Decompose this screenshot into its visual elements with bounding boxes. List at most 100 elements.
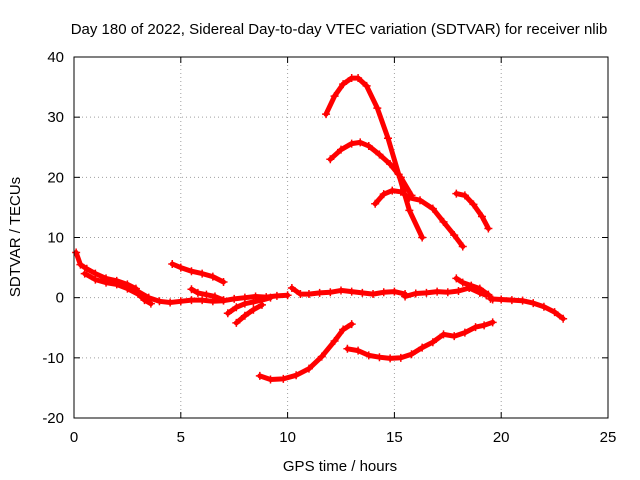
data-point-marker [458, 278, 467, 287]
data-point-marker [477, 212, 486, 221]
data-point-marker [443, 288, 452, 297]
data-point-marker [208, 272, 217, 281]
data-point-marker [187, 267, 196, 276]
data-point-marker [418, 343, 427, 352]
series-arc-2 [80, 269, 155, 308]
data-point-marker [232, 318, 241, 327]
data-point-marker [379, 190, 388, 199]
data-point-marker [198, 269, 207, 278]
series-line [124, 284, 291, 305]
data-point-marker [232, 303, 241, 312]
x-tick-label: 25 [600, 429, 617, 446]
data-point-marker [208, 297, 217, 306]
data-point-marker [202, 290, 211, 299]
y-tick-label: 40 [47, 49, 64, 66]
data-point-marker [347, 287, 356, 296]
series-arc-7 [232, 300, 266, 327]
data-point-marker [364, 142, 373, 151]
series-line [372, 188, 466, 249]
data-point-marker [240, 311, 249, 320]
series-arc-8 [255, 320, 356, 384]
data-point-marker [255, 371, 264, 380]
data-point-marker [467, 281, 476, 290]
data-point-marker [155, 297, 164, 306]
data-point-marker [210, 292, 219, 301]
data-point-marker [484, 224, 493, 233]
data-point-marker [330, 92, 339, 101]
y-tick-label: 20 [47, 169, 64, 186]
data-point-marker [249, 305, 258, 314]
grid [74, 57, 608, 418]
data-point-marker [230, 294, 239, 303]
data-point-marker [497, 295, 506, 304]
data-point-marker [287, 284, 296, 293]
series-arc-14 [401, 284, 491, 301]
data-point-marker [330, 336, 339, 345]
data-point-marker [405, 193, 414, 202]
data-point-marker [219, 278, 228, 287]
series-arc-5 [187, 285, 228, 305]
x-tick-label: 20 [493, 429, 510, 446]
data-point-marker [176, 297, 185, 306]
data-point-marker [193, 288, 202, 297]
series-layer [72, 74, 568, 384]
x-tick-label: 15 [386, 429, 403, 446]
data-point-marker [390, 287, 399, 296]
data-point-marker [469, 200, 478, 209]
data-point-marker [411, 289, 420, 298]
x-axis-label: GPS time / hours [283, 458, 397, 475]
data-point-marker [475, 284, 484, 293]
data-point-marker [187, 296, 196, 305]
data-point-marker [362, 81, 371, 90]
data-point-marker [401, 292, 410, 301]
data-point-marker [550, 308, 559, 317]
series-arc-16 [452, 189, 493, 233]
series-arc-10 [322, 74, 427, 242]
data-point-marker [486, 294, 495, 303]
series-arc-9 [287, 284, 410, 299]
data-point-marker [304, 290, 313, 299]
data-point-marker [292, 371, 301, 380]
data-point-marker [198, 296, 207, 305]
series-arc-17 [486, 294, 568, 323]
data-point-marker [386, 354, 395, 363]
data-point-marker [379, 288, 388, 297]
axes: 0 5 10 15 20 25 -20 -10 0 10 20 30 40 [42, 49, 616, 446]
data-point-marker [460, 191, 469, 200]
series-arc-6 [223, 293, 275, 318]
data-point-marker [422, 288, 431, 297]
data-point-marker [428, 338, 437, 347]
data-point-marker [326, 288, 335, 297]
data-point-marker [80, 269, 89, 278]
data-point-marker [354, 346, 363, 355]
data-point-marker [322, 110, 331, 119]
data-point-marker [373, 104, 382, 113]
data-point-marker [529, 299, 538, 308]
data-point-marker [82, 264, 91, 273]
data-point-marker [364, 351, 373, 360]
data-point-marker [240, 299, 249, 308]
data-point-marker [396, 173, 405, 182]
data-point-marker [369, 290, 378, 299]
data-point-marker [72, 248, 81, 257]
data-point-marker [371, 199, 380, 208]
y-tick-label: 0 [56, 290, 64, 307]
data-point-marker [454, 287, 463, 296]
series-arc-13 [343, 318, 497, 363]
data-point-marker [168, 259, 177, 268]
series-arc-11 [326, 138, 416, 200]
series-arc-4 [168, 259, 228, 287]
data-point-marker [416, 196, 425, 205]
data-point-marker [337, 286, 345, 295]
data-point-marker [418, 233, 427, 242]
data-point-marker [76, 260, 85, 269]
data-point-marker [458, 242, 467, 251]
data-point-marker [354, 74, 363, 83]
data-point-marker [396, 353, 405, 362]
series-arc-12 [371, 186, 467, 251]
x-tick-label: 10 [279, 429, 296, 446]
data-point-marker [396, 187, 405, 196]
data-point-marker [428, 204, 437, 213]
data-point-marker [405, 206, 414, 215]
